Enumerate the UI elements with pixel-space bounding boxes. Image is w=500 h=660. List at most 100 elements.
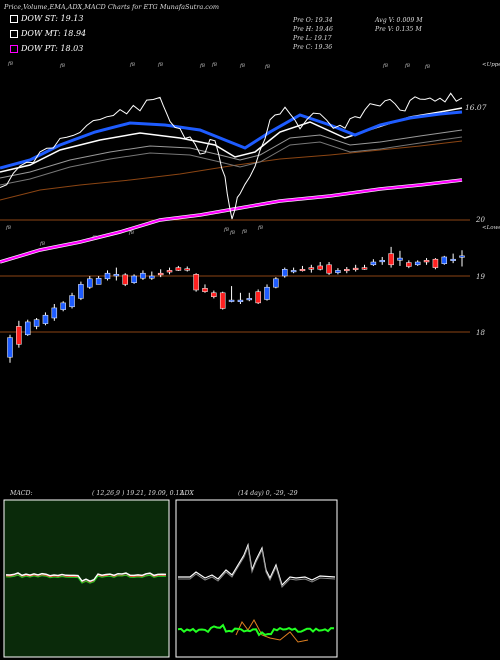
adx-plus-di-line	[177, 623, 335, 637]
candle-body	[104, 272, 111, 280]
candle-body	[60, 302, 66, 310]
macd-params: ( 12,26,9 ) 19.21, 19.09, 0.12	[92, 490, 184, 497]
price-tick-20: 20	[475, 216, 485, 224]
chart-title-text: Price,Volume,EMA,ADX,MACD Charts for ETG	[4, 3, 158, 11]
legend-swatch-mt	[10, 29, 18, 38]
price-line	[0, 92, 463, 220]
stat-open: Pre O: 19.34	[293, 17, 333, 24]
candle-body	[69, 295, 75, 308]
candle-body	[361, 267, 368, 270]
candle-body	[184, 268, 191, 271]
candle-body	[352, 267, 359, 270]
stat-close: Pre C: 19.36	[293, 44, 333, 51]
point-marker-top-7: f8	[264, 64, 270, 70]
point-marker-bottom-7: f8	[257, 225, 263, 231]
candle-body	[202, 288, 208, 292]
candle-body	[228, 299, 235, 302]
candle-body	[166, 270, 173, 273]
macd-histogram-line	[5, 574, 167, 584]
point-marker-top-4: f8	[199, 63, 205, 69]
stat-prev-volume: Pre V: 0.135 M	[375, 26, 422, 33]
candle-body	[450, 258, 456, 261]
point-marker-top-6: f8	[239, 63, 245, 69]
legend-dow-pt: DOW PT: 18.03	[10, 44, 83, 53]
point-marker-top-8: f8	[382, 63, 388, 69]
candle-body	[7, 337, 13, 358]
point-marker-top-0: f8	[7, 61, 13, 67]
ema-magenta-line	[0, 178, 463, 264]
candle-body	[414, 261, 421, 266]
legend-label-mt: DOW MT: 18.94	[21, 29, 87, 38]
candle-body	[370, 261, 377, 266]
point-marker-top-10: f8	[424, 64, 430, 70]
point-marker-bottom-3: f8	[128, 230, 134, 236]
ema-value-label: 16.07	[465, 103, 487, 112]
candle-body	[273, 278, 279, 288]
candle-body	[157, 272, 164, 276]
candle-body	[211, 292, 217, 297]
stat-low: Pre L: 19.17	[293, 35, 332, 42]
candle-body	[379, 260, 385, 263]
point-marker-bottom-0: f8	[5, 225, 11, 231]
point-marker-bottom-6: f8	[241, 229, 247, 235]
ema-gray-line-2	[0, 136, 463, 186]
adx-params: (14 day) 0, -29, -29	[238, 490, 298, 497]
candle-body	[113, 274, 120, 277]
candle-body	[24, 321, 31, 336]
candle-body	[326, 264, 332, 274]
chart-title: Price,Volume,EMA,ADX,MACD Charts for ETG…	[4, 3, 219, 11]
candle-body	[308, 267, 315, 270]
candle-body	[432, 258, 439, 268]
candle-body	[264, 286, 270, 300]
point-marker-top-1: f8	[59, 63, 65, 69]
upper-band-label: <Upper	[482, 62, 500, 68]
legend-dow-st: DOW ST: 19.13	[10, 14, 83, 23]
candle-body	[423, 260, 430, 263]
candle-body	[131, 275, 137, 283]
candle-body	[219, 292, 226, 309]
legend-label-pt: DOW PT: 18.03	[21, 44, 84, 53]
macd-label: MACD:	[10, 490, 33, 497]
ema-magenta-halo	[0, 178, 463, 264]
candle-body	[290, 270, 297, 273]
candle-body	[255, 291, 261, 304]
candle-body	[51, 307, 58, 319]
candle-body	[335, 270, 341, 273]
watermark-text: MunafaSutra.com	[159, 3, 220, 11]
point-marker-top-2: f8	[129, 62, 135, 68]
candle-body	[246, 298, 253, 301]
ema-gray-line-1	[0, 129, 463, 179]
point-marker-top-3: f8	[157, 62, 163, 68]
macd-line	[5, 572, 167, 583]
candle-body	[388, 253, 394, 266]
adx-label: ADX	[180, 490, 194, 497]
candle-body	[122, 274, 128, 285]
candle-body	[95, 277, 102, 285]
candle-body	[16, 326, 22, 345]
point-marker-top-5: f8	[211, 62, 217, 68]
candle-body	[317, 265, 323, 270]
candle-body	[140, 272, 146, 279]
candle-body	[397, 257, 403, 261]
point-marker-top-9: f8	[404, 63, 410, 69]
candle-body	[344, 269, 350, 272]
point-marker-bottom-5: f8	[229, 230, 235, 236]
candle-body	[459, 255, 465, 258]
candle-body	[441, 256, 448, 264]
adx-panel	[175, 499, 338, 658]
candle-body	[237, 299, 244, 303]
candle-body	[87, 278, 93, 288]
price-tick-18: 18	[476, 329, 485, 337]
lower-band-label: <Lower	[482, 225, 500, 231]
stat-high: Pre H: 19.46	[293, 26, 333, 33]
price-tick-19: 19	[476, 273, 485, 281]
point-marker-bottom-4: f8	[223, 227, 229, 233]
legend-swatch-pt	[10, 44, 18, 53]
candle-body	[33, 319, 40, 327]
candle-body	[406, 262, 412, 267]
legend-swatch-st	[10, 14, 18, 23]
candle-body	[78, 284, 84, 299]
adx-line	[178, 542, 336, 587]
legend-dow-mt: DOW MT: 18.94	[10, 29, 86, 38]
